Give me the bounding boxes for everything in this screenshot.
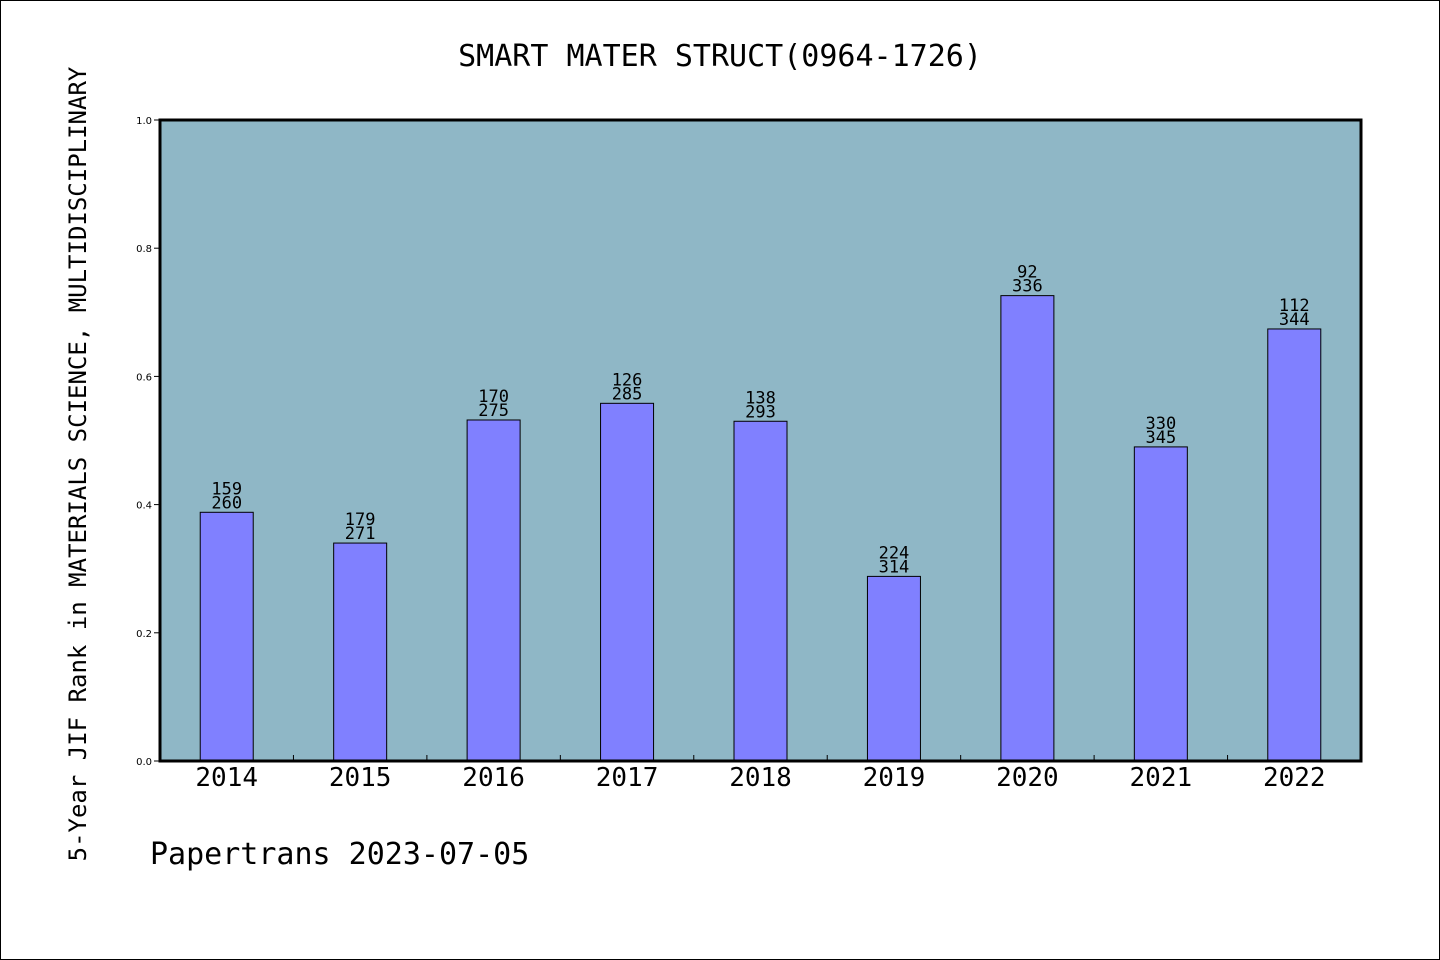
total-label: 271 [345,524,376,544]
bar-2019 [866,575,921,762]
total-label: 285 [612,384,643,404]
bar-2021 [1133,446,1188,762]
bar-2020 [1000,295,1055,762]
y-tick-label: 0.2 [136,629,152,640]
rank-label: 330 [1145,414,1176,434]
bar-series [199,295,1322,762]
total-label: 275 [478,401,509,421]
x-tick-label: 2018 [729,763,792,793]
rank-label: 138 [745,388,776,408]
x-tick-label: 2021 [1130,763,1193,793]
bar-2016 [466,419,521,762]
rank-label: 92 [1017,263,1037,283]
y-tick-label: 0.6 [136,372,152,383]
x-tick-label: 2016 [462,763,525,793]
total-label: 260 [211,493,242,513]
bar-2015 [333,542,388,762]
y-tick-label: 0.4 [136,501,152,512]
rank-label: 224 [879,543,910,563]
y-axis-label: 5-Year JIF Rank in MATERIALS SCIENCE, MU… [64,66,92,861]
total-label: 345 [1145,428,1176,448]
total-label: 314 [879,557,910,577]
x-tick-label: 2014 [195,763,258,793]
y-tick-label: 0.8 [136,244,152,255]
rank-label: 159 [211,479,242,499]
plot-border [158,118,1363,763]
bar-2018 [733,420,788,762]
chart-title: SMART MATER STRUCT(0964-1726) [458,39,982,74]
total-label: 344 [1279,310,1310,330]
x-axis: 2014 2015 2016 2017 2018 2019 2020 2021 2022 [195,755,1326,793]
y-axis: 0.0 0.2 0.4 0.6 0.8 1.0 [136,116,160,768]
rank-label: 170 [478,387,509,407]
x-tick-label: 2017 [596,763,659,793]
bar-2014 [199,511,254,762]
x-tick-label: 2020 [996,763,1059,793]
footer-watermark: Papertrans 2023-07-05 [150,837,529,872]
rank-label: 126 [612,370,643,390]
total-label: 293 [745,402,776,422]
y-tick-label: 1.0 [136,116,152,127]
rank-label: 112 [1279,296,1310,316]
total-label: 336 [1012,277,1043,297]
rank-label: 179 [345,510,376,530]
bar-2017 [600,402,655,762]
bar-2022 [1267,328,1322,762]
x-tick-label: 2022 [1263,763,1326,793]
x-tick-label: 2015 [329,763,392,793]
x-tick-label: 2019 [863,763,926,793]
y-tick-label: 0.0 [136,757,152,768]
